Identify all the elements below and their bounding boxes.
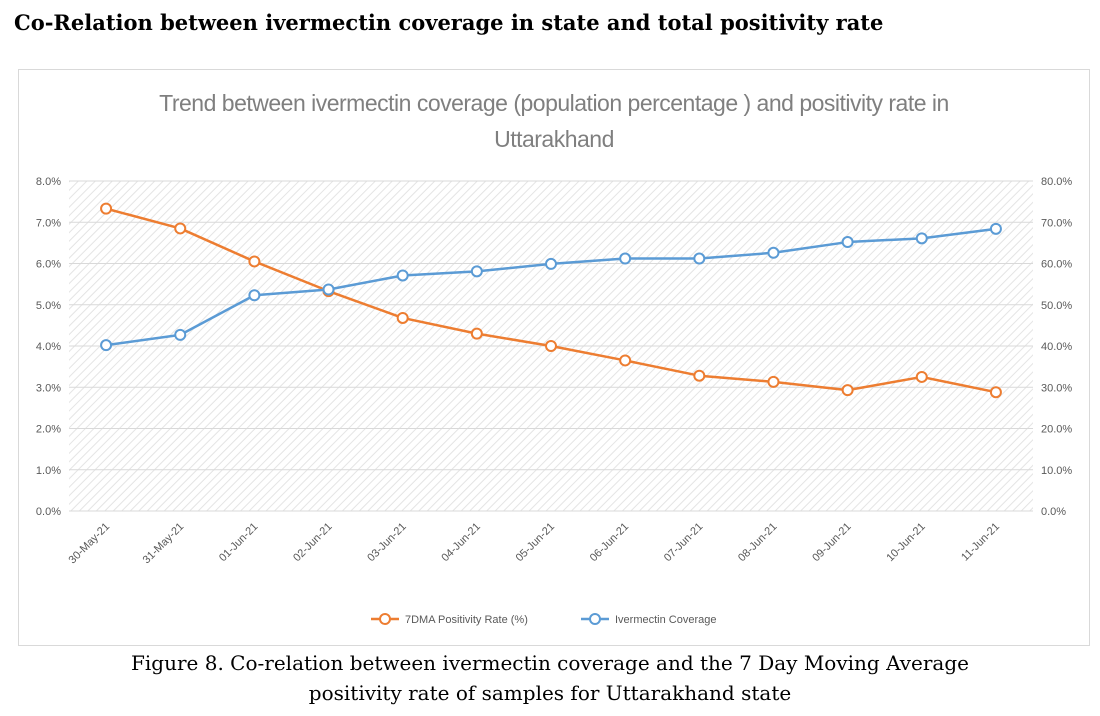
series-1-point [322, 283, 335, 296]
series-0-point [470, 327, 483, 340]
right-tick-label: 80.0% [1041, 176, 1072, 188]
x-tick-label: 04-Jun-21 [439, 521, 483, 565]
legend: 7DMA Positivity Rate (%) Ivermectin Cover… [371, 613, 717, 626]
page-heading: Co-Relation between ivermectin coverage … [14, 10, 884, 35]
chart-title-line-2: Uttarakhand [494, 126, 614, 152]
series-layer [100, 202, 1002, 399]
legend-label: 7DMA Positivity Rate (%) [405, 614, 528, 626]
x-tick-label: 06-Jun-21 [588, 521, 632, 565]
x-tick-label: 01-Jun-21 [217, 521, 261, 565]
series-0-point [989, 386, 1002, 399]
right-tick-label: 30.0% [1041, 382, 1072, 394]
series-1-point [915, 232, 928, 245]
chart-container: Trend between ivermectin coverage (popul… [18, 69, 1090, 646]
right-tick-label: 10.0% [1041, 465, 1072, 477]
x-axis: 30-May-21 31-May-21 01-Jun-21 02-Jun-21 03-J… [67, 521, 1003, 567]
x-tick-label: 10-Jun-21 [884, 521, 928, 565]
series-1-point [841, 236, 854, 249]
left-tick-label: 0.0% [36, 506, 61, 518]
series-0-point [767, 375, 780, 388]
right-axis: 0.0% 10.0% 20.0% 30.0% 40.0% 50.0% 60.0% 70.0% 8… [1041, 176, 1072, 518]
right-tick-label: 20.0% [1041, 424, 1072, 436]
series-0-point [693, 369, 706, 382]
series-1-point [767, 246, 780, 259]
caption-line-2: positivity rate of samples for Uttarakha… [308, 681, 792, 705]
series-1-point [693, 252, 706, 265]
series-0-point [915, 370, 928, 383]
legend-marker [379, 613, 391, 625]
left-tick-label: 6.0% [36, 259, 61, 271]
left-tick-label: 1.0% [36, 465, 61, 477]
series-1-point [989, 222, 1002, 235]
left-tick-label: 5.0% [36, 300, 61, 312]
legend-marker [589, 613, 601, 625]
left-tick-label: 2.0% [36, 424, 61, 436]
right-tick-label: 50.0% [1041, 300, 1072, 312]
series-1-point [100, 339, 113, 352]
x-tick-label: 03-Jun-21 [365, 521, 409, 565]
series-1-point [545, 257, 557, 270]
legend-entry-1: Ivermectin Coverage [581, 613, 717, 626]
right-tick-label: 0.0% [1041, 506, 1066, 518]
x-tick-label: 02-Jun-21 [291, 521, 335, 565]
right-tick-label: 70.0% [1041, 217, 1072, 229]
x-tick-label: 07-Jun-21 [662, 521, 706, 565]
series-1-point [619, 252, 632, 265]
x-tick-label: 05-Jun-21 [514, 521, 558, 565]
series-1-point [248, 289, 261, 302]
left-tick-label: 3.0% [36, 382, 61, 394]
x-tick-label: 30-May-21 [67, 521, 113, 567]
x-tick-label: 31-May-21 [141, 521, 187, 567]
x-tick-label: 11-Jun-21 [959, 521, 1002, 564]
right-tick-label: 60.0% [1041, 259, 1072, 271]
series-1-point [174, 328, 187, 341]
series-0-point [619, 354, 632, 367]
caption-line-1: Figure 8. Co-relation between ivermectin… [131, 651, 969, 675]
x-tick-label: 09-Jun-21 [810, 521, 854, 565]
series-0-point [396, 311, 409, 324]
x-tick-label: 08-Jun-21 [736, 521, 780, 565]
series-0-point [174, 222, 187, 235]
series-0-point [100, 202, 113, 215]
series-0-point [248, 255, 261, 268]
chart-title-line-1: Trend between ivermectin coverage (popul… [159, 90, 949, 116]
series-0-point [545, 340, 557, 352]
chart-svg: 0.0% 1.0% 2.0% 3.0% 4.0% 5.0% 6.0% 7.0% 8.0% 0.0… [36, 176, 1072, 626]
left-axis: 0.0% 1.0% 2.0% 3.0% 4.0% 5.0% 6.0% 7.0% 8.0% [36, 176, 61, 518]
series-0-point [841, 384, 854, 397]
right-tick-label: 40.0% [1041, 341, 1072, 353]
legend-label: Ivermectin Coverage [615, 614, 717, 626]
figure-caption: Figure 8. Co-relation between ivermectin… [0, 648, 1100, 708]
legend-entry-0: 7DMA Positivity Rate (%) [371, 613, 528, 626]
left-tick-label: 4.0% [36, 341, 61, 353]
left-tick-label: 7.0% [36, 217, 61, 229]
series-1-point [396, 269, 409, 282]
left-tick-label: 8.0% [36, 176, 61, 188]
series-1-point [470, 265, 483, 278]
